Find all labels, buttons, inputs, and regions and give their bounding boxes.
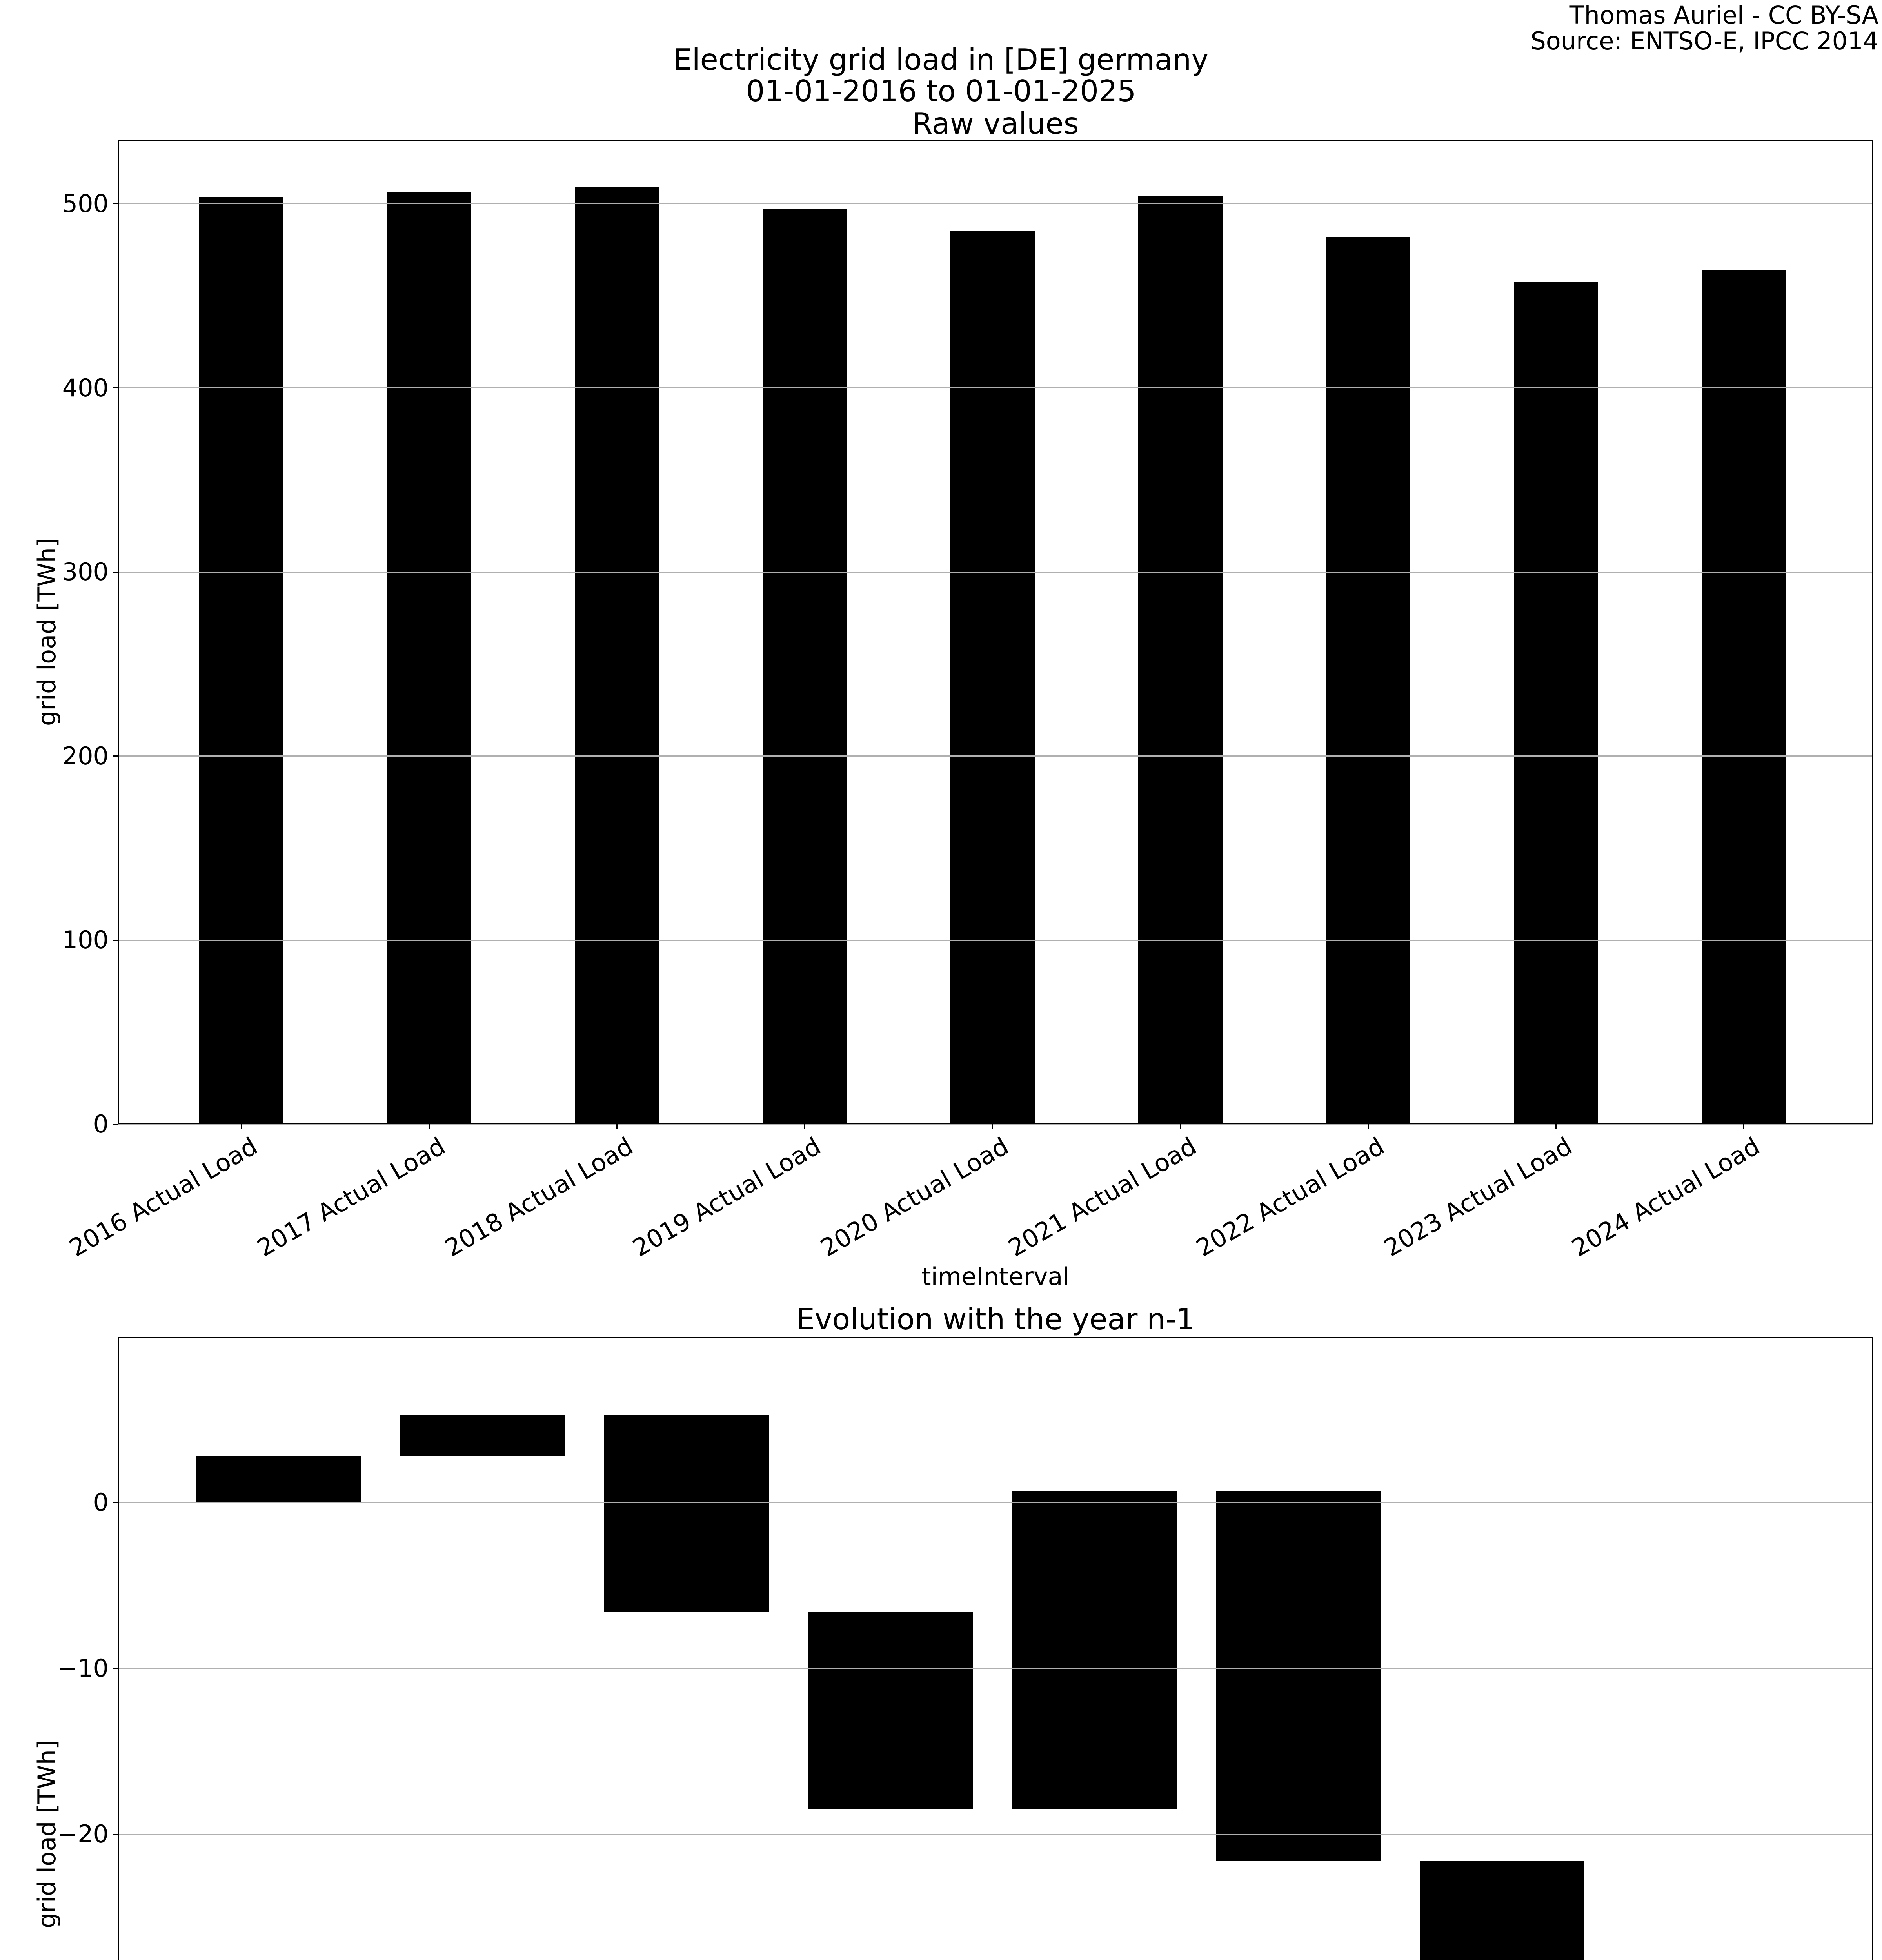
- y-tick-label: 300: [62, 557, 109, 586]
- x-tick-label: 2019 Actual Load: [628, 1131, 826, 1263]
- attribution-source: Source: ENTSO-E, IPCC 2014: [1530, 27, 1878, 55]
- y-tick: [113, 939, 118, 941]
- evolution-chart-title: Evolution with the year n-1: [796, 1302, 1195, 1336]
- bar-2021: [1138, 196, 1223, 1124]
- y-tick: [113, 203, 118, 205]
- x-tick-label: 2023 Actual Load: [1379, 1131, 1577, 1263]
- y-tick: [113, 571, 118, 573]
- raw-values-y-axis-label: grid load [TWh]: [33, 537, 61, 726]
- x-tick: [240, 1124, 242, 1129]
- bar-2019: [604, 1414, 769, 1612]
- gridline-400: [118, 387, 1873, 389]
- raw-values-x-axis-label: timeInterval: [921, 1262, 1070, 1291]
- bar-2022: [1216, 1491, 1381, 1861]
- bar-2023: [1420, 1860, 1584, 1960]
- bar-2019: [762, 209, 847, 1124]
- x-tick: [804, 1124, 805, 1129]
- bar-2017: [196, 1456, 361, 1503]
- y-tick: [113, 1668, 118, 1669]
- bar-2017: [387, 192, 471, 1124]
- x-tick-label: 2017 Actual Load: [252, 1131, 450, 1263]
- gridline-0: [118, 1123, 1873, 1125]
- evolution-y-axis-label: grid load [TWh]: [33, 1740, 61, 1929]
- x-tick: [1743, 1124, 1744, 1129]
- gridline-300: [118, 571, 1873, 573]
- y-tick-label: −20: [57, 1820, 109, 1848]
- x-tick: [428, 1124, 430, 1129]
- y-tick: [113, 1833, 118, 1835]
- bar-2016: [199, 197, 283, 1124]
- x-tick-label: 2016 Actual Load: [64, 1131, 262, 1263]
- bar-2024: [1701, 270, 1786, 1124]
- y-tick-label: 0: [93, 1110, 109, 1138]
- bar-2018: [400, 1414, 565, 1456]
- x-tick: [1555, 1124, 1557, 1129]
- x-tick: [992, 1124, 993, 1129]
- gridline-−20: [118, 1833, 1873, 1835]
- x-tick-label: 2018 Actual Load: [440, 1131, 638, 1263]
- y-tick: [113, 1502, 118, 1503]
- attribution-author: Thomas Auriel - CC BY-SA: [1569, 1, 1878, 29]
- evolution-axes-frame: [118, 1337, 1873, 1960]
- x-tick: [1367, 1124, 1369, 1129]
- suptitle-line-1: Electricity grid load in [DE] germany: [673, 42, 1209, 77]
- gridline-100: [118, 939, 1873, 941]
- bar-2018: [574, 187, 659, 1124]
- raw-values-chart-title: Raw values: [912, 106, 1079, 141]
- y-tick-label: 100: [62, 926, 109, 955]
- gridline-200: [118, 755, 1873, 757]
- y-tick-label: −10: [57, 1654, 109, 1682]
- y-tick: [113, 387, 118, 389]
- bar-2022: [1326, 237, 1410, 1124]
- y-tick: [113, 755, 118, 757]
- x-tick-label: 2022 Actual Load: [1191, 1131, 1389, 1263]
- y-tick-label: 500: [62, 189, 109, 218]
- x-tick: [616, 1124, 618, 1129]
- y-tick-label: 200: [62, 741, 109, 770]
- x-tick-label: 2024 Actual Load: [1567, 1131, 1765, 1263]
- x-tick: [1179, 1124, 1181, 1129]
- x-tick-label: 2020 Actual Load: [816, 1131, 1014, 1263]
- y-tick-label: 0: [93, 1488, 109, 1517]
- x-tick-label: 2021 Actual Load: [1003, 1131, 1201, 1263]
- bar-2021: [1012, 1491, 1177, 1809]
- y-tick-label: 400: [62, 373, 109, 402]
- gridline-500: [118, 203, 1873, 205]
- bar-2020: [950, 231, 1035, 1124]
- gridline-0: [118, 1502, 1873, 1503]
- bar-2023: [1513, 282, 1598, 1124]
- gridline-−10: [118, 1668, 1873, 1669]
- bar-2020: [808, 1612, 973, 1809]
- suptitle-line-2: 01-01-2016 to 01-01-2025: [746, 74, 1136, 108]
- attribution: Thomas Auriel - CC BY-SA Source: ENTSO-E…: [1530, 2, 1878, 54]
- y-tick: [113, 1123, 118, 1125]
- figure-suptitle: Electricity grid load in [DE] germany 01…: [0, 44, 1882, 107]
